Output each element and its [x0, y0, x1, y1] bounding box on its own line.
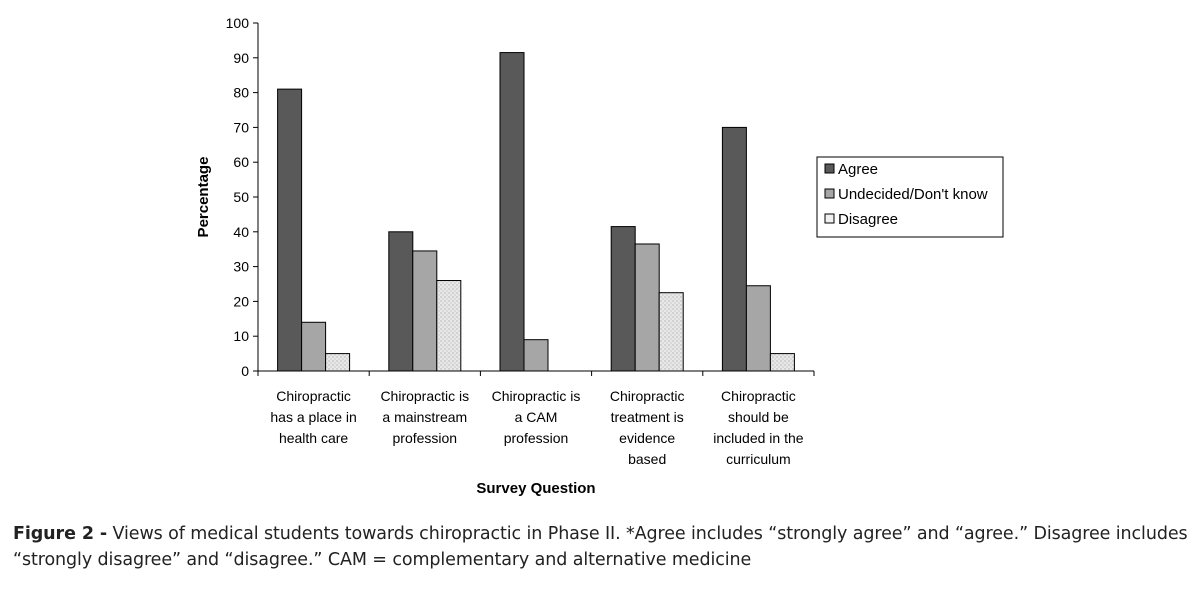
bar-undecided-don-t-know [523, 339, 549, 372]
caption-text: Views of medical students towards chirop… [13, 524, 1188, 570]
legend-swatch [824, 163, 835, 174]
legend-swatch [824, 213, 835, 224]
x-tick-label: Chiropractic should be included in the curr… [713, 388, 804, 467]
y-tick-label: 60 [233, 154, 249, 170]
bar-agree [610, 226, 636, 372]
x-tick-label: Chiropractic is a mainstream profession [380, 388, 469, 446]
bar-chart: 0 10 20 30 40 50 60 70 80 90 100 Chiropractic has a… [195, 15, 1004, 497]
figure-caption: Figure 2 - Views of medical students tow… [13, 521, 1193, 573]
bar-disagree [436, 280, 462, 372]
y-tick-label: 30 [233, 259, 249, 275]
bar-undecided-don-t-know [301, 321, 327, 372]
legend: Agree Undecided/Don't know Disagree [816, 156, 1004, 238]
bars [277, 52, 795, 372]
y-tick-label: 20 [233, 293, 249, 309]
y-tick-label: 100 [226, 15, 250, 31]
bar-agree [388, 231, 414, 372]
bar-disagree [658, 292, 684, 372]
bar-undecided-don-t-know [634, 243, 660, 372]
x-tick-labels: Chiropractic has a place in health care Chi… [270, 388, 803, 467]
bar-agree [499, 52, 525, 372]
bar-undecided-don-t-know [412, 250, 438, 372]
y-axis-title: Percentage [195, 157, 212, 238]
bar-agree [277, 88, 303, 372]
x-axis [257, 370, 815, 376]
bar-disagree [769, 353, 795, 372]
bar-agree [721, 126, 747, 372]
legend-swatch [824, 188, 835, 199]
x-tick-label: Chiropractic is a CAM profession [492, 388, 581, 446]
x-axis-title: Survey Question [476, 480, 595, 497]
legend-entry: Disagree [838, 211, 898, 228]
y-tick-label: 70 [233, 119, 249, 135]
y-axis: 0 10 20 30 40 50 60 70 80 90 100 [226, 15, 259, 379]
x-tick-label: Chiropractic treatment is evidence based [610, 388, 685, 467]
bar-undecided-don-t-know [745, 285, 771, 372]
y-tick-label: 0 [241, 363, 249, 379]
bar-disagree [325, 353, 351, 372]
legend-frame [816, 156, 1004, 238]
y-tick-label: 10 [233, 328, 249, 344]
legend-entry: Undecided/Don't know [838, 186, 988, 203]
y-tick-label: 90 [233, 50, 249, 66]
y-tick-label: 80 [233, 85, 249, 101]
legend-entry: Agree [838, 161, 878, 178]
caption-label: Figure 2 - [13, 524, 108, 544]
x-tick-label: Chiropractic has a place in health care [270, 388, 356, 446]
y-tick-label: 50 [233, 189, 249, 205]
y-tick-label: 40 [233, 224, 249, 240]
